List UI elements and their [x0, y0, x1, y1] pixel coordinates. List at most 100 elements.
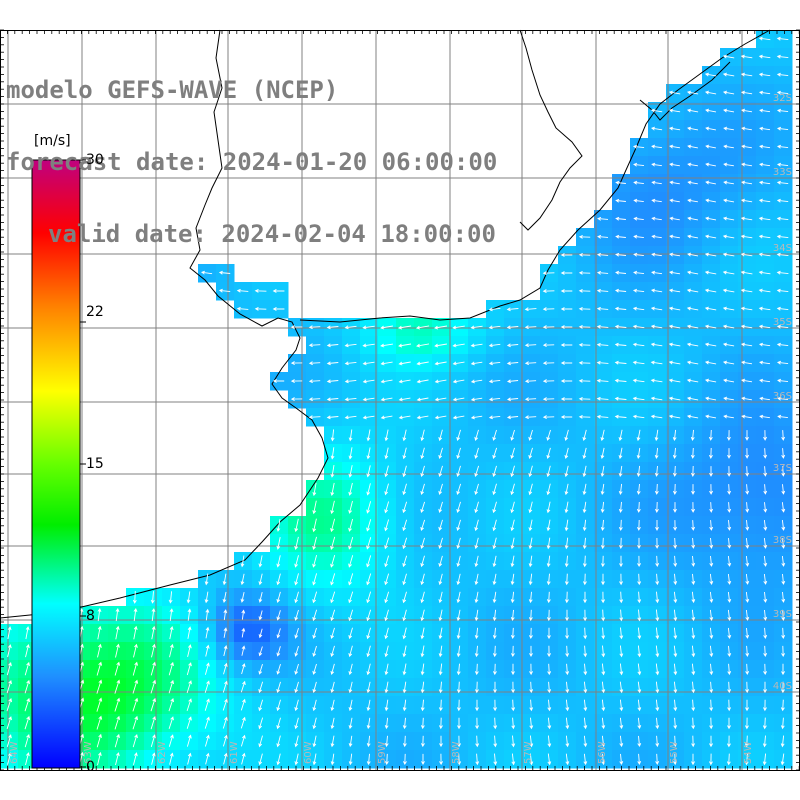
wind-arrow	[723, 414, 734, 419]
wind-arrow	[578, 342, 591, 347]
wind-arrow	[510, 447, 515, 460]
wind-arrow	[618, 501, 623, 514]
wind-arrow	[402, 699, 407, 712]
coastline-line	[0, 29, 329, 619]
wind-arrow	[420, 501, 426, 513]
wind-arrow	[510, 591, 515, 604]
wind-arrow	[456, 537, 461, 550]
wind-arrow	[416, 343, 430, 348]
wind-arrow	[763, 555, 768, 567]
wind-arrow	[510, 645, 515, 658]
wind-arrow	[276, 717, 281, 730]
wind-arrow	[722, 216, 735, 221]
longitude-label: 64W	[9, 741, 20, 764]
wind-arrow	[723, 396, 734, 401]
wind-arrow	[132, 697, 139, 712]
wind-arrow	[415, 325, 430, 330]
wind-arrow	[777, 414, 788, 419]
wind-arrow	[168, 734, 174, 747]
wind-arrow	[236, 288, 249, 293]
wind-arrow	[668, 414, 681, 419]
wind-arrow	[493, 717, 498, 730]
wind-arrow	[362, 361, 375, 366]
wind-arrow	[632, 360, 645, 365]
wind-arrow	[366, 735, 371, 748]
longitude-label: 57W	[523, 741, 534, 764]
wind-arrow	[258, 573, 263, 586]
wind-arrow	[745, 717, 749, 730]
wind-arrow	[596, 342, 609, 347]
wind-arrow	[776, 126, 789, 131]
wind-arrow	[366, 591, 372, 604]
wind-arrow	[690, 429, 695, 442]
wind-arrow	[510, 555, 515, 568]
wind-arrow	[583, 699, 588, 712]
wind-arrow	[546, 501, 551, 514]
wind-arrow	[258, 646, 263, 657]
wind-arrow	[740, 72, 753, 77]
wind-arrow	[578, 306, 591, 311]
wind-arrow	[615, 180, 626, 185]
wind-arrow	[524, 415, 537, 420]
wind-arrow	[204, 591, 209, 604]
wind-arrow	[384, 555, 390, 568]
wind-arrow	[510, 573, 515, 586]
wind-arrow	[740, 288, 753, 293]
wind-arrow	[294, 591, 299, 604]
wind-arrow	[542, 379, 555, 384]
wind-arrow	[669, 252, 681, 257]
wind-arrow	[492, 447, 498, 460]
wind-arrow	[7, 644, 12, 658]
wind-arrow	[438, 429, 443, 442]
wind-arrow	[705, 198, 716, 203]
wind-arrow	[632, 144, 645, 149]
wind-arrow	[687, 126, 699, 131]
wind-arrow	[529, 717, 534, 730]
wind-arrow	[686, 90, 699, 95]
wind-arrow	[601, 645, 606, 658]
wind-arrow	[560, 361, 573, 365]
wind-arrow	[524, 361, 537, 366]
wind-arrow	[218, 270, 231, 275]
wind-arrow	[669, 180, 680, 185]
wind-arrow	[330, 717, 335, 730]
wind-arrow	[240, 680, 246, 693]
wind-arrow	[687, 180, 698, 185]
wind-arrow	[709, 663, 714, 676]
wind-arrow	[384, 663, 389, 676]
wind-arrow	[420, 573, 425, 586]
wind-arrow	[741, 162, 753, 167]
wind-arrow	[493, 681, 497, 694]
wind-arrow	[312, 753, 317, 766]
wind-arrow	[600, 501, 605, 514]
wind-arrow	[583, 753, 588, 766]
wind-arrow	[488, 379, 501, 384]
wind-arrow	[763, 591, 768, 603]
wind-arrow	[758, 252, 771, 257]
wind-arrow	[741, 378, 753, 383]
wind-arrow	[348, 681, 353, 694]
wind-arrow	[438, 483, 443, 496]
wind-arrow	[668, 306, 681, 311]
wind-arrow	[582, 483, 587, 496]
wind-arrow	[204, 698, 210, 711]
wind-arrow	[457, 753, 462, 766]
wind-arrow	[723, 144, 734, 149]
wind-arrow	[722, 306, 735, 311]
wind-arrow	[600, 483, 605, 496]
wind-arrow	[290, 397, 303, 401]
wind-arrow	[565, 735, 570, 748]
wind-arrow	[348, 482, 353, 496]
wind-arrow	[326, 361, 339, 366]
wind-arrow	[187, 752, 192, 765]
wind-arrow	[456, 627, 461, 640]
wind-arrow	[380, 397, 393, 402]
longitude-label: 58W	[451, 741, 462, 764]
wind-arrow	[727, 573, 732, 585]
wind-arrow	[740, 306, 753, 311]
wind-arrow	[452, 397, 465, 402]
wind-arrow	[294, 681, 299, 693]
colorbar-tick-label: 0	[86, 759, 95, 775]
wind-arrow	[294, 753, 299, 766]
wind-arrow	[398, 415, 411, 420]
